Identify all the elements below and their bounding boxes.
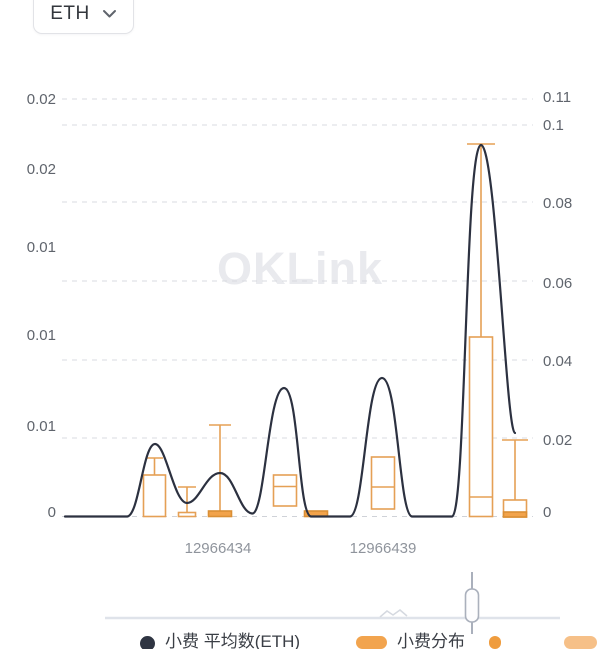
asset-selector-button[interactable]: ETH <box>33 0 134 34</box>
gridlines <box>62 98 533 517</box>
svg-text:0.02: 0.02 <box>27 161 56 178</box>
asset-selector-value: ETH <box>50 2 90 24</box>
svg-text:0.01: 0.01 <box>27 327 56 344</box>
svg-text:0.02: 0.02 <box>27 91 56 108</box>
datazoom-data-shadow <box>379 609 408 618</box>
svg-text:0.1: 0.1 <box>543 117 564 134</box>
svg-text:0.11: 0.11 <box>543 89 571 106</box>
legend-item-partial-1[interactable] <box>489 632 501 649</box>
box-series-marker-icon <box>356 636 387 649</box>
svg-text:0.02: 0.02 <box>543 432 572 449</box>
box-12966442[interactable] <box>467 143 495 518</box>
svg-text:0.01: 0.01 <box>27 418 56 435</box>
legend-label: 小费分布 <box>397 632 465 649</box>
box-12966432[interactable] <box>142 457 167 518</box>
datazoom-handle[interactable] <box>464 572 480 634</box>
oklink-watermark: OKLink <box>217 243 383 294</box>
svg-text:0: 0 <box>48 504 56 521</box>
legend-item-fee-distribution[interactable]: 小费分布 <box>356 632 465 649</box>
legend-item-average-fee[interactable]: 小费 平均数(ETH) <box>140 632 300 649</box>
right-axis-labels: 0.11 0.1 0.08 0.06 0.04 0.02 0 <box>543 89 572 521</box>
svg-text:0.01: 0.01 <box>27 239 56 256</box>
x-axis-labels: 12966434 12966439 <box>185 540 417 557</box>
box-12966434[interactable] <box>207 424 233 518</box>
chevron-down-icon <box>102 9 116 17</box>
svg-text:12966434: 12966434 <box>185 540 252 557</box>
chart-legend: 小费 平均数(ETH) 小费分布 <box>0 632 600 649</box>
box-12966439[interactable] <box>370 456 396 510</box>
box-12966436[interactable] <box>272 474 298 507</box>
datazoom-slider[interactable] <box>105 572 560 634</box>
box-12966443[interactable] <box>502 439 528 518</box>
left-axis-labels: 0.02 0.02 0.01 0.01 0.01 0 <box>27 91 56 521</box>
svg-text:0: 0 <box>543 504 551 521</box>
line-series-marker-icon <box>140 636 155 649</box>
legend-marker-partial-icon <box>564 636 597 649</box>
legend-marker-partial-icon <box>489 636 501 649</box>
svg-text:0.04: 0.04 <box>543 353 572 370</box>
legend-label: 小费 平均数(ETH) <box>165 632 301 649</box>
svg-text:0.08: 0.08 <box>543 195 572 212</box>
average-fee-line[interactable] <box>63 143 517 518</box>
box-12966433[interactable] <box>177 486 197 518</box>
legend-item-partial-2[interactable] <box>564 632 597 649</box>
svg-text:0.06: 0.06 <box>543 275 572 292</box>
boxplot-series[interactable] <box>142 143 529 518</box>
svg-text:12966439: 12966439 <box>350 540 417 557</box>
